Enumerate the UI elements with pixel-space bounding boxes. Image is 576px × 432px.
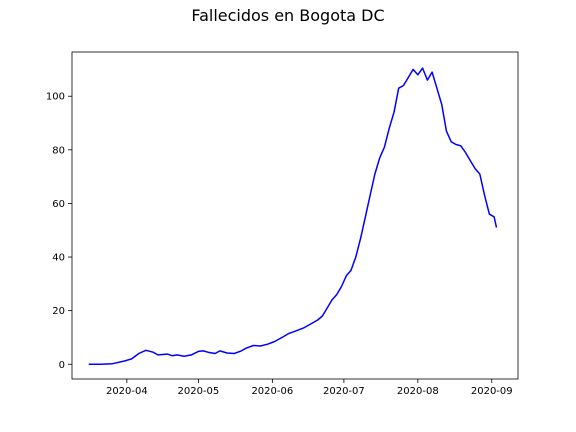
y-axis: 0 20 40 60 80 100 — [46, 92, 72, 371]
y-tick-label: 0 — [59, 360, 65, 371]
x-tick-label: 2020-06 — [251, 386, 293, 397]
y-tick-label: 60 — [52, 199, 65, 210]
x-tick-label: 2020-04 — [106, 386, 148, 397]
y-tick-label: 20 — [52, 306, 65, 317]
x-tick-label: 2020-07 — [323, 386, 365, 397]
y-tick-label: 40 — [52, 253, 65, 264]
x-tick-label: 2020-08 — [397, 386, 439, 397]
y-tick-label: 100 — [46, 92, 65, 103]
chart-title: Fallecidos en Bogota DC — [191, 6, 385, 25]
x-axis: 2020-04 2020-05 2020-06 2020-07 2020-08 2020-… — [106, 379, 513, 397]
series-line — [88, 67, 498, 366]
series-lines — [88, 67, 498, 366]
x-tick-label: 2020-09 — [471, 386, 513, 397]
x-tick-label: 2020-05 — [178, 386, 220, 397]
y-tick-label: 80 — [52, 145, 65, 156]
plot-area-frame — [71, 51, 519, 380]
